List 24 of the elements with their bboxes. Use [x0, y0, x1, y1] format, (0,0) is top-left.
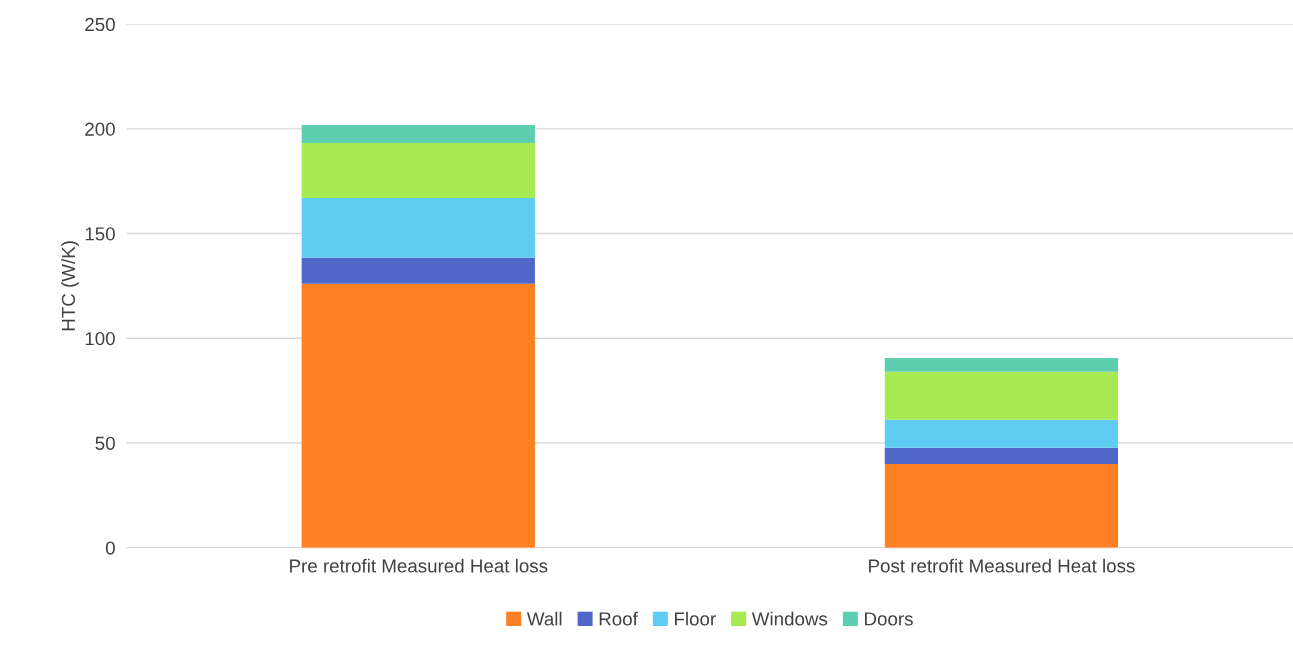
y-tick-label: 0	[105, 541, 115, 555]
bar	[884, 463, 1119, 548]
bar	[301, 143, 535, 198]
legend-label: Doors	[865, 612, 913, 626]
y-tick-label: 250	[85, 17, 115, 32]
bar	[301, 197, 535, 258]
bar	[884, 447, 1119, 464]
legend-label: Windows	[751, 611, 828, 626]
bar	[884, 419, 1119, 448]
y-axis-title: HTC (W/K)	[61, 241, 79, 331]
y-tick-label: 50	[95, 436, 115, 450]
bar	[884, 371, 1119, 420]
bar	[301, 283, 535, 548]
bar	[301, 257, 535, 284]
y-tick-label: 150	[85, 227, 115, 241]
legend-label: Wall	[526, 611, 562, 626]
bar	[301, 125, 535, 144]
x-tick-label: Pre retrofit Measured Heat loss	[290, 558, 548, 573]
y-tick-label: 200	[85, 122, 115, 136]
x-tick-label: Post retrofit Measured Heat loss	[869, 558, 1135, 573]
bar	[884, 357, 1119, 372]
legend-label: Roof	[599, 611, 638, 626]
y-tick-label: 100	[85, 331, 115, 346]
legend-label: Floor	[674, 611, 716, 626]
